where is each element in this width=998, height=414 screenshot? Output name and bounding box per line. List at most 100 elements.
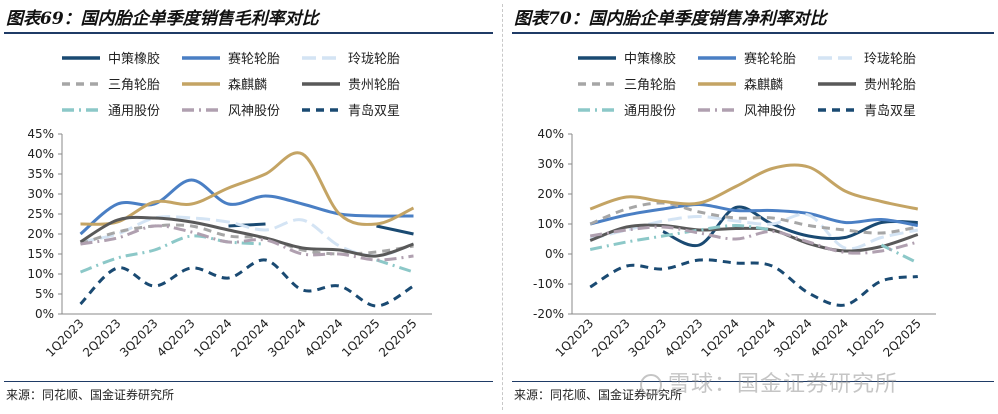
- x-tick-label: 4Q2024: [302, 316, 346, 360]
- legend-label: 通用股份: [108, 104, 160, 119]
- source-rule: [4, 381, 493, 382]
- legend-item: 赛轮轮胎: [182, 51, 280, 67]
- series-lines: [79, 151, 415, 308]
- source-rule: [512, 381, 994, 382]
- legend-item: 贵州轮胎: [302, 78, 400, 93]
- y-tick-label: 0%: [545, 247, 564, 261]
- y-tick-label: 10%: [537, 217, 564, 231]
- x-tick-label: 4Q2023: [154, 316, 198, 360]
- x-tick-label: 3Q2023: [117, 316, 161, 360]
- legend-label: 三角轮胎: [624, 78, 676, 93]
- legend-item: 森麒麟: [698, 77, 783, 93]
- series-line: [880, 243, 919, 265]
- x-tick-label: 3Q2024: [265, 316, 309, 360]
- y-tick-label: 30%: [27, 187, 54, 201]
- series-line: [80, 151, 415, 227]
- y-tick-label: 45%: [27, 127, 54, 141]
- y-tick-label: 35%: [27, 167, 54, 181]
- series-line: [589, 202, 919, 227]
- series-line: [589, 212, 919, 251]
- legend-label: 三角轮胎: [108, 78, 160, 93]
- series-line: [589, 201, 919, 235]
- legend-label: 赛轮轮胎: [744, 51, 796, 67]
- series-line: [589, 225, 919, 255]
- chart-panel-gross-margin: 图表69：国内胎企单季度销售毛利率对比 中策橡胶 赛轮轮胎 玲珑轮胎 三角轮胎 森麒麟 贵…: [0, 0, 497, 414]
- x-tick-label: 2Q2025: [376, 316, 420, 360]
- series-line: [80, 215, 415, 258]
- x-tick-label: 3Q2023: [626, 316, 670, 360]
- snowball-logo-icon: [640, 374, 662, 396]
- legend-label: 玲珑轮胎: [348, 52, 400, 67]
- series-line: [589, 163, 919, 211]
- series-line: [228, 222, 266, 228]
- y-tick-label: 10%: [27, 267, 54, 281]
- y-tick-label: 15%: [27, 247, 54, 261]
- legend-item: 玲珑轮胎: [302, 52, 400, 67]
- legend-label: 中策橡胶: [624, 51, 676, 67]
- legend-label: 青岛双星: [348, 103, 400, 119]
- legend-label: 贵州轮胎: [348, 78, 400, 93]
- legend-item: 中策橡胶: [578, 51, 676, 67]
- chart-title: 图表70：国内胎企单季度销售净利率对比: [514, 9, 827, 29]
- series-line: [662, 205, 918, 248]
- panel-divider: [502, 4, 503, 410]
- chart-panel-net-margin: 图表70：国内胎企单季度销售净利率对比 中策橡胶 赛轮轮胎 玲珑轮胎三角轮胎 森麒麟 贵…: [508, 0, 998, 414]
- x-tick-label: 2Q2024: [228, 316, 272, 360]
- legend-item: 中策橡胶: [62, 51, 160, 67]
- series-line: [80, 224, 414, 262]
- series-lines: [589, 163, 919, 307]
- legend-item: 三角轮胎: [578, 78, 676, 93]
- series-line: [79, 234, 266, 274]
- x-tick-label: 1Q2023: [43, 316, 87, 360]
- legend-label: 玲珑轮胎: [864, 52, 916, 67]
- series-line: [376, 258, 414, 274]
- x-tick-label: 4Q2023: [662, 316, 706, 360]
- x-tick-label: 2Q2023: [80, 316, 124, 360]
- legend-label: 赛轮轮胎: [228, 51, 280, 67]
- legend-item: 青岛双星: [818, 103, 916, 119]
- legend-item: 通用股份: [62, 104, 160, 119]
- legend-item: 玲珑轮胎: [818, 52, 916, 67]
- series-line: [79, 178, 414, 236]
- title-rule: [512, 32, 994, 34]
- x-axis: 1Q20232Q20233Q20234Q20231Q20242Q20243Q20…: [43, 313, 432, 360]
- legend-item: 风神股份: [698, 104, 796, 119]
- legend-label: 森麒麟: [744, 77, 783, 93]
- x-tick-label: 2Q2025: [880, 316, 924, 360]
- legend-item: 青岛双星: [302, 103, 400, 119]
- legend-item: 赛轮轮胎: [698, 51, 796, 67]
- y-tick-label: 40%: [537, 127, 564, 141]
- x-tick-label: 1Q2023: [553, 316, 597, 360]
- series-line: [79, 215, 414, 258]
- legend-item: 贵州轮胎: [818, 78, 916, 93]
- series-line: [589, 223, 773, 251]
- legend-item: 三角轮胎: [62, 78, 160, 93]
- y-tick-label: -10%: [533, 277, 564, 291]
- x-tick-label: 2Q2023: [589, 316, 633, 360]
- y-tick-label: 25%: [27, 207, 54, 221]
- x-tick-label: 1Q2024: [191, 316, 235, 360]
- legend-label: 风神股份: [744, 104, 796, 119]
- source-note: 来源：同花顺、国金证券研究所: [6, 388, 175, 402]
- x-tick-label: 1Q2024: [698, 316, 742, 360]
- y-axis: 0% 5% 10% 15% 20% 25% 30% 35% 40% 45%: [27, 127, 63, 321]
- x-axis: 1Q20232Q20233Q20234Q20231Q20242Q20243Q20…: [553, 313, 936, 360]
- y-tick-label: 20%: [537, 187, 564, 201]
- y-tick-label: 30%: [537, 157, 564, 171]
- watermark: 雪球：国金证券研究所: [640, 366, 898, 398]
- series-line: [589, 258, 918, 307]
- legend-item: 风神股份: [182, 104, 280, 119]
- legend-item: 通用股份: [578, 104, 676, 119]
- y-axis: -20% -10% 0% 10% 20% 30% 40%: [533, 127, 573, 321]
- x-tick-label: 4Q2024: [808, 316, 852, 360]
- watermark-text: 雪球：国金证券研究所: [668, 372, 899, 397]
- source-note: 来源：同花顺、国金证券研究所: [514, 388, 683, 402]
- chart-title: 图表69：国内胎企单季度销售毛利率对比: [6, 9, 319, 29]
- y-tick-label: 0%: [35, 307, 54, 321]
- series-line: [589, 223, 919, 253]
- y-tick-label: 5%: [35, 287, 54, 301]
